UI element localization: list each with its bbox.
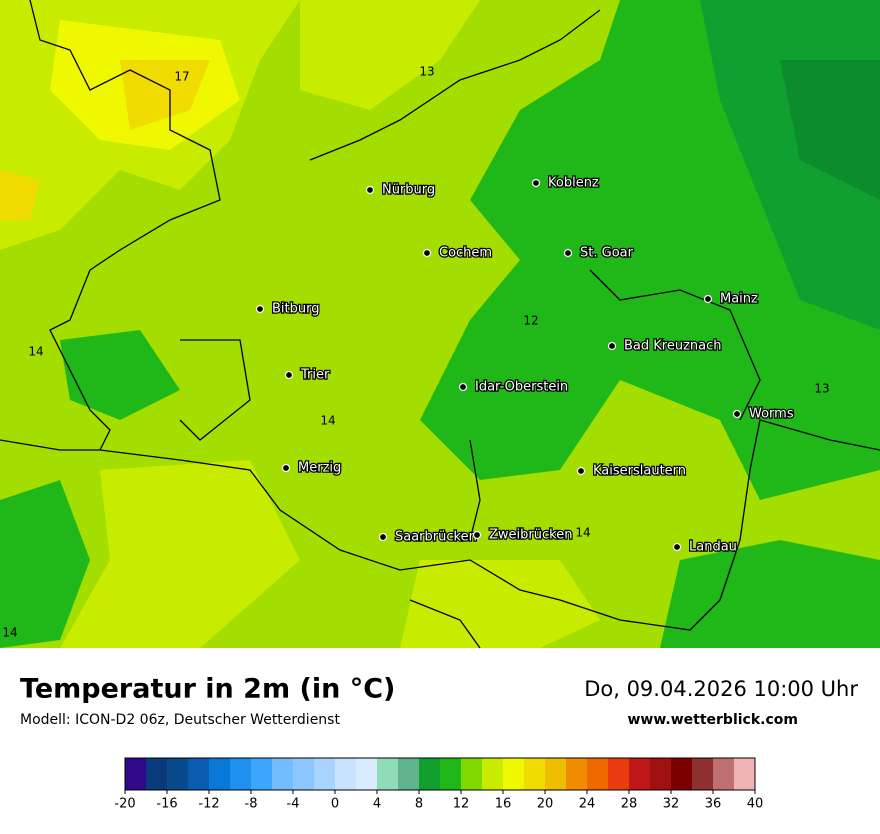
city-label: Idar-Oberstein — [475, 380, 568, 395]
colorbar-segment — [482, 758, 504, 790]
colorbar-tick-label: 36 — [705, 797, 722, 812]
city-label: St. Goar — [580, 246, 634, 261]
colorbar-tick-label: -16 — [156, 797, 177, 812]
contour-label: 17 — [174, 70, 189, 84]
colorbar-segment — [167, 758, 189, 790]
colorbar-segment — [692, 758, 714, 790]
colorbar-segment — [713, 758, 735, 790]
city-dot — [732, 409, 742, 419]
colorbar-segment — [566, 758, 588, 790]
contour-label: 14 — [575, 526, 590, 540]
colorbar-segment — [503, 758, 525, 790]
contour-layer: 17 13 12 14 13 14 14 14 — [2, 65, 829, 640]
map — [0, 0, 880, 649]
colorbar-tick-label: 16 — [495, 797, 512, 812]
contour-label: 14 — [2, 626, 17, 640]
city-label: Bad Kreuznach — [624, 339, 722, 354]
city-label: Merzig — [298, 461, 341, 476]
date: Do, 09.04.2026 10:00 Uhr — [584, 677, 858, 701]
colorbar-tick-label: 24 — [579, 797, 596, 812]
city-dot — [531, 178, 541, 188]
city-dot — [703, 294, 713, 304]
colorbar-tick-label: 28 — [621, 797, 638, 812]
colorbar-tick-label: -8 — [245, 797, 258, 812]
contour-label: 14 — [320, 414, 335, 428]
colorbar-segment — [671, 758, 693, 790]
contour-label: 13 — [814, 382, 829, 396]
city-label: Landau — [689, 540, 737, 555]
subtitle: Modell: ICON-D2 06z, Deutscher Wetterdie… — [20, 712, 340, 728]
colorbar-segment — [398, 758, 420, 790]
colorbar-segment — [629, 758, 651, 790]
colorbar-tick-label: -20 — [114, 797, 135, 812]
city-layer: Nürburg Koblenz Cochem St. Goar Bitburg Mainz… — [255, 174, 795, 556]
city-dot — [576, 466, 586, 476]
colorbar-tick-label: -4 — [287, 797, 300, 812]
colorbar-segment — [356, 758, 378, 790]
colorbar-tick-label: 4 — [373, 797, 381, 812]
colorbar-segment — [608, 758, 630, 790]
colorbar-frame — [124, 757, 756, 791]
colorbar-segment — [734, 758, 756, 790]
city-dot — [378, 532, 388, 542]
city-dot — [281, 463, 291, 473]
colorbar-segment — [650, 758, 672, 790]
colorbar: -20 -16 -12 -8 -4 0 4 8 12 16 20 24 28 32 36 40 — [114, 757, 764, 812]
city-label: Cochem — [439, 246, 492, 261]
colorbar-tick-label: 20 — [537, 797, 554, 812]
city-label: Bitburg — [272, 302, 320, 317]
city-dot — [672, 542, 682, 552]
city-label: Trier — [300, 368, 330, 383]
city-label: Koblenz — [548, 176, 599, 191]
colorbar-tick-label: 12 — [453, 797, 470, 812]
colorbar-segment — [587, 758, 609, 790]
city-label: Zweibrücken — [489, 528, 572, 543]
city-label: Kaiserslautern — [593, 464, 686, 479]
city-dot — [472, 530, 482, 540]
colorbar-segment — [293, 758, 315, 790]
colorbar-segment — [524, 758, 546, 790]
colorbar-tick-label: 40 — [747, 797, 764, 812]
colorbar-segment — [335, 758, 357, 790]
colorbar-segment — [419, 758, 441, 790]
colorbar-segment — [209, 758, 231, 790]
city-dot — [607, 341, 617, 351]
colorbar-tick-label: 32 — [663, 797, 680, 812]
colorbar-segment — [545, 758, 567, 790]
contour-label: 12 — [523, 314, 538, 328]
colorbar-segment — [188, 758, 210, 790]
colorbar-segment — [461, 758, 483, 790]
title: Temperatur in 2m (in °C) — [20, 674, 395, 705]
city-label: Mainz — [720, 292, 758, 307]
colorbar-tick-label: 0 — [331, 797, 339, 812]
colorbar-segment — [440, 758, 462, 790]
colorbar-segment — [146, 758, 168, 790]
colorbar-segment — [230, 758, 252, 790]
city-label: Nürburg — [382, 183, 435, 198]
colorbar-segment — [272, 758, 294, 790]
city-label: Worms — [749, 407, 794, 422]
colorbar-segment — [314, 758, 336, 790]
city-label: Saarbrücken — [395, 530, 477, 545]
contour-label: 13 — [419, 65, 434, 79]
contour-label: 14 — [28, 345, 43, 359]
city-dot — [563, 248, 573, 258]
city-dot — [365, 185, 375, 195]
colorbar-segment — [377, 758, 399, 790]
city-dot — [458, 382, 468, 392]
colorbar-tick-label: 8 — [415, 797, 423, 812]
colorbar-segment — [125, 758, 147, 790]
city-dot — [284, 370, 294, 380]
city-dot — [255, 304, 265, 314]
colorbar-segment — [251, 758, 273, 790]
city-dot — [422, 248, 432, 258]
colorbar-tick-label: -12 — [198, 797, 219, 812]
website: www.wetterblick.com — [628, 712, 799, 728]
